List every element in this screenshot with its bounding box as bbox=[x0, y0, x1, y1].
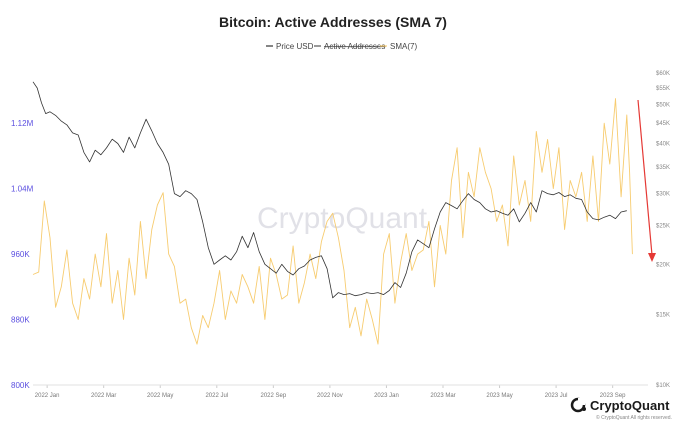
left-tick-label: 1.12M bbox=[11, 119, 34, 128]
right-tick-label: $50K bbox=[656, 103, 670, 109]
right-tick-label: $55K bbox=[656, 86, 670, 92]
x-tick-label: 2022 Nov bbox=[317, 393, 343, 399]
right-tick-label: $15K bbox=[656, 312, 670, 318]
right-tick-label: $10K bbox=[656, 383, 670, 389]
x-tick-label: 2023 Mar bbox=[430, 393, 455, 399]
right-tick-label: $45K bbox=[656, 121, 670, 127]
series-line-price-usd bbox=[32, 81, 627, 299]
right-axis: $10K $15K $20K $25K $30K $35K $40K $45K $50K $55K… bbox=[656, 71, 670, 389]
x-tick-label: 2022 May bbox=[147, 393, 173, 399]
x-tick-label: 2023 Sep bbox=[600, 393, 626, 399]
right-tick-label: $35K bbox=[656, 165, 670, 171]
legend-label-sma7[interactable]: SMA(7) bbox=[390, 42, 417, 51]
series-layer bbox=[32, 81, 633, 345]
watermark: CryptoQuant bbox=[257, 202, 428, 235]
brand-logo: CryptoQuant © CryptoQuant All rights res… bbox=[570, 397, 672, 421]
legend-label-active-addresses[interactable]: Active Addresses bbox=[324, 42, 385, 51]
x-tick-label: 2023 Jan bbox=[374, 393, 399, 399]
brand-footnote: © CryptoQuant All rights reserved. bbox=[596, 414, 672, 421]
legend: Price USD Active Addresses SMA(7) bbox=[266, 42, 417, 51]
downward-arrow-annotation bbox=[637, 99, 656, 262]
left-axis: 800K 880K 960K 1.04M 1.12M bbox=[11, 119, 34, 390]
left-tick-label: 800K bbox=[11, 381, 30, 390]
right-tick-label: $40K bbox=[656, 142, 670, 148]
x-tick-label: 2023 May bbox=[486, 393, 512, 399]
x-tick-label: 2022 Jan bbox=[35, 393, 60, 399]
right-tick-label: $25K bbox=[656, 223, 670, 229]
x-tick-label: 2023 Jul bbox=[545, 393, 568, 399]
right-tick-label: $30K bbox=[656, 192, 670, 198]
series-line-sma-7 bbox=[32, 98, 633, 345]
brand-logo-icon-cut bbox=[578, 398, 585, 405]
arrow-head bbox=[648, 253, 656, 262]
x-tick-label: 2022 Mar bbox=[91, 393, 116, 399]
x-tick-label: 2022 Jul bbox=[205, 393, 228, 399]
x-axis: 2022 Jan 2022 Mar 2022 May 2022 Jul 2022 Sep… bbox=[35, 385, 626, 399]
x-tick-label: 2022 Sep bbox=[260, 393, 286, 399]
arrow-shaft bbox=[637, 99, 653, 256]
brand-logo-dot bbox=[582, 407, 586, 411]
left-tick-label: 960K bbox=[11, 250, 30, 259]
chart-title: Bitcoin: Active Addresses (SMA 7) bbox=[219, 14, 447, 30]
left-tick-label: 880K bbox=[11, 316, 30, 325]
left-tick-label: 1.04M bbox=[11, 185, 34, 194]
right-tick-label: $20K bbox=[656, 262, 670, 268]
brand-name: CryptoQuant bbox=[590, 398, 670, 413]
right-tick-label: $60K bbox=[656, 71, 670, 77]
legend-label-price[interactable]: Price USD bbox=[276, 42, 314, 51]
